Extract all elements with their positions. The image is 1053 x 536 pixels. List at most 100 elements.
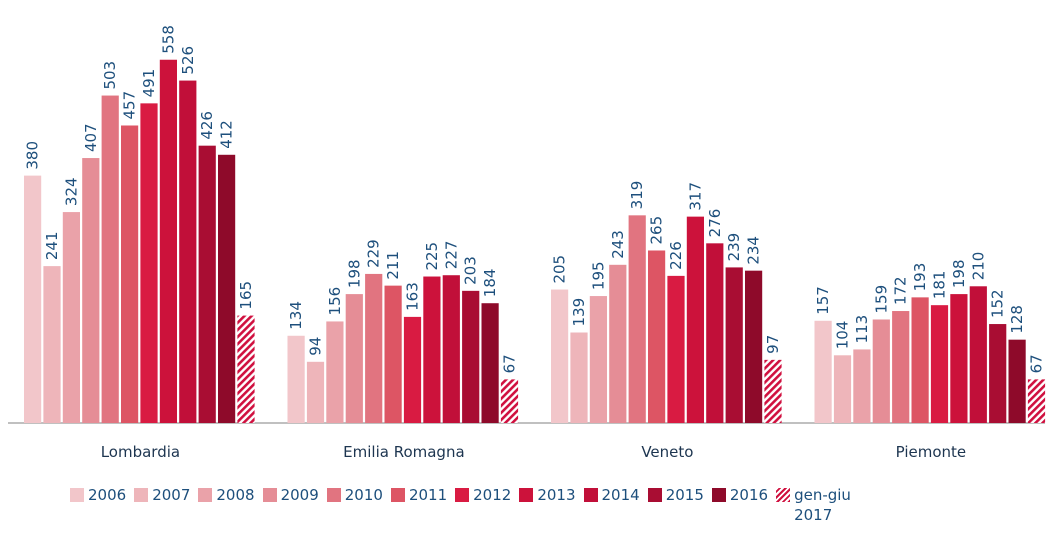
data-label: 276 <box>706 209 724 238</box>
legend-item: 2012 <box>455 485 511 505</box>
data-label: 134 <box>287 301 305 330</box>
legend-item: 2014 <box>583 485 640 505</box>
bar <box>365 273 383 423</box>
bar <box>853 349 871 423</box>
data-label: 211 <box>384 251 402 280</box>
bar <box>950 294 968 423</box>
data-label: 203 <box>462 256 480 285</box>
bar <box>82 158 100 423</box>
data-label: 139 <box>570 298 588 327</box>
legend-label: 2013 <box>537 486 576 504</box>
legend-item: 2007 <box>134 485 190 505</box>
legend-swatch <box>711 488 726 502</box>
bar <box>628 215 646 423</box>
legend-label: 2008 <box>216 486 255 504</box>
data-label: 67 <box>501 354 519 373</box>
data-label: 426 <box>198 111 216 140</box>
bar <box>609 264 627 423</box>
data-label: 317 <box>686 182 704 211</box>
legend-label: gen-giu 2017 <box>794 486 851 524</box>
bar <box>237 315 255 423</box>
bar <box>218 154 236 423</box>
data-label: 94 <box>307 337 325 356</box>
data-label: 210 <box>969 252 987 281</box>
bar <box>872 319 890 423</box>
data-label: 97 <box>764 335 782 354</box>
legend-item: 2016 <box>711 485 769 505</box>
bar <box>745 270 763 423</box>
data-label: 113 <box>853 315 871 344</box>
bar <box>969 286 987 423</box>
legend-item: 2015 <box>647 485 704 505</box>
bar <box>911 297 929 423</box>
data-label: 239 <box>725 233 743 262</box>
legend-swatch <box>262 488 277 502</box>
bar <box>481 303 499 423</box>
data-label: 457 <box>121 91 139 120</box>
data-label: 104 <box>834 321 852 350</box>
bar <box>648 250 666 423</box>
bar <box>198 145 216 423</box>
bar <box>814 320 832 423</box>
bar <box>833 355 852 423</box>
bar <box>551 289 569 423</box>
data-label: 181 <box>931 271 949 300</box>
bar <box>686 216 704 423</box>
bar <box>101 95 119 423</box>
data-label: 241 <box>43 231 61 260</box>
legend-swatch <box>70 488 84 502</box>
data-label: 165 <box>237 281 255 310</box>
bar <box>706 243 724 423</box>
bar <box>930 305 949 423</box>
legend-swatch <box>455 488 470 502</box>
data-label: 265 <box>648 216 666 245</box>
data-label: 503 <box>101 61 119 90</box>
bar <box>179 80 197 423</box>
bar <box>1027 379 1046 423</box>
legend-item: 2006 <box>70 485 126 505</box>
data-label: 227 <box>442 241 460 270</box>
legend-swatch <box>519 488 534 502</box>
legend-label: 2012 <box>473 486 512 504</box>
data-label: 152 <box>989 289 1007 318</box>
legend-label: 2009 <box>280 486 319 504</box>
data-label: 226 <box>667 241 685 270</box>
legend-label: 2015 <box>665 486 704 504</box>
category-label: Piemonte <box>896 443 967 461</box>
legend-item: 2013 <box>519 485 576 505</box>
data-label: 412 <box>218 120 236 149</box>
data-label: 157 <box>814 286 832 315</box>
category-label: Lombardia <box>101 443 180 461</box>
bar <box>764 359 782 423</box>
legend-item: gen-giu 2017 <box>776 485 864 525</box>
bar <box>423 276 441 423</box>
legend-label: 2010 <box>344 486 383 504</box>
data-label: 198 <box>950 259 968 288</box>
legend-swatch <box>583 488 598 502</box>
data-label: 491 <box>140 69 158 98</box>
data-label: 319 <box>628 181 646 210</box>
legend-label: 2007 <box>152 486 191 504</box>
bar <box>442 275 460 423</box>
legend-swatch <box>776 488 791 502</box>
legend-label: 2006 <box>88 486 127 504</box>
bar <box>345 294 363 423</box>
legend-item: 2009 <box>262 485 319 505</box>
legend-swatch <box>390 488 405 502</box>
bar <box>24 175 42 423</box>
legend-item: 2011 <box>390 485 447 505</box>
bar <box>403 316 422 423</box>
bar <box>1008 339 1026 423</box>
data-label: 380 <box>24 141 42 170</box>
bar <box>306 361 325 423</box>
bar <box>570 332 588 423</box>
bar <box>589 296 607 423</box>
bar <box>43 266 61 423</box>
legend-label: 2016 <box>729 486 769 504</box>
data-label: 156 <box>326 287 344 316</box>
legend-item: 2010 <box>326 485 383 505</box>
data-label: 172 <box>892 276 910 305</box>
data-label: 67 <box>1028 354 1046 373</box>
